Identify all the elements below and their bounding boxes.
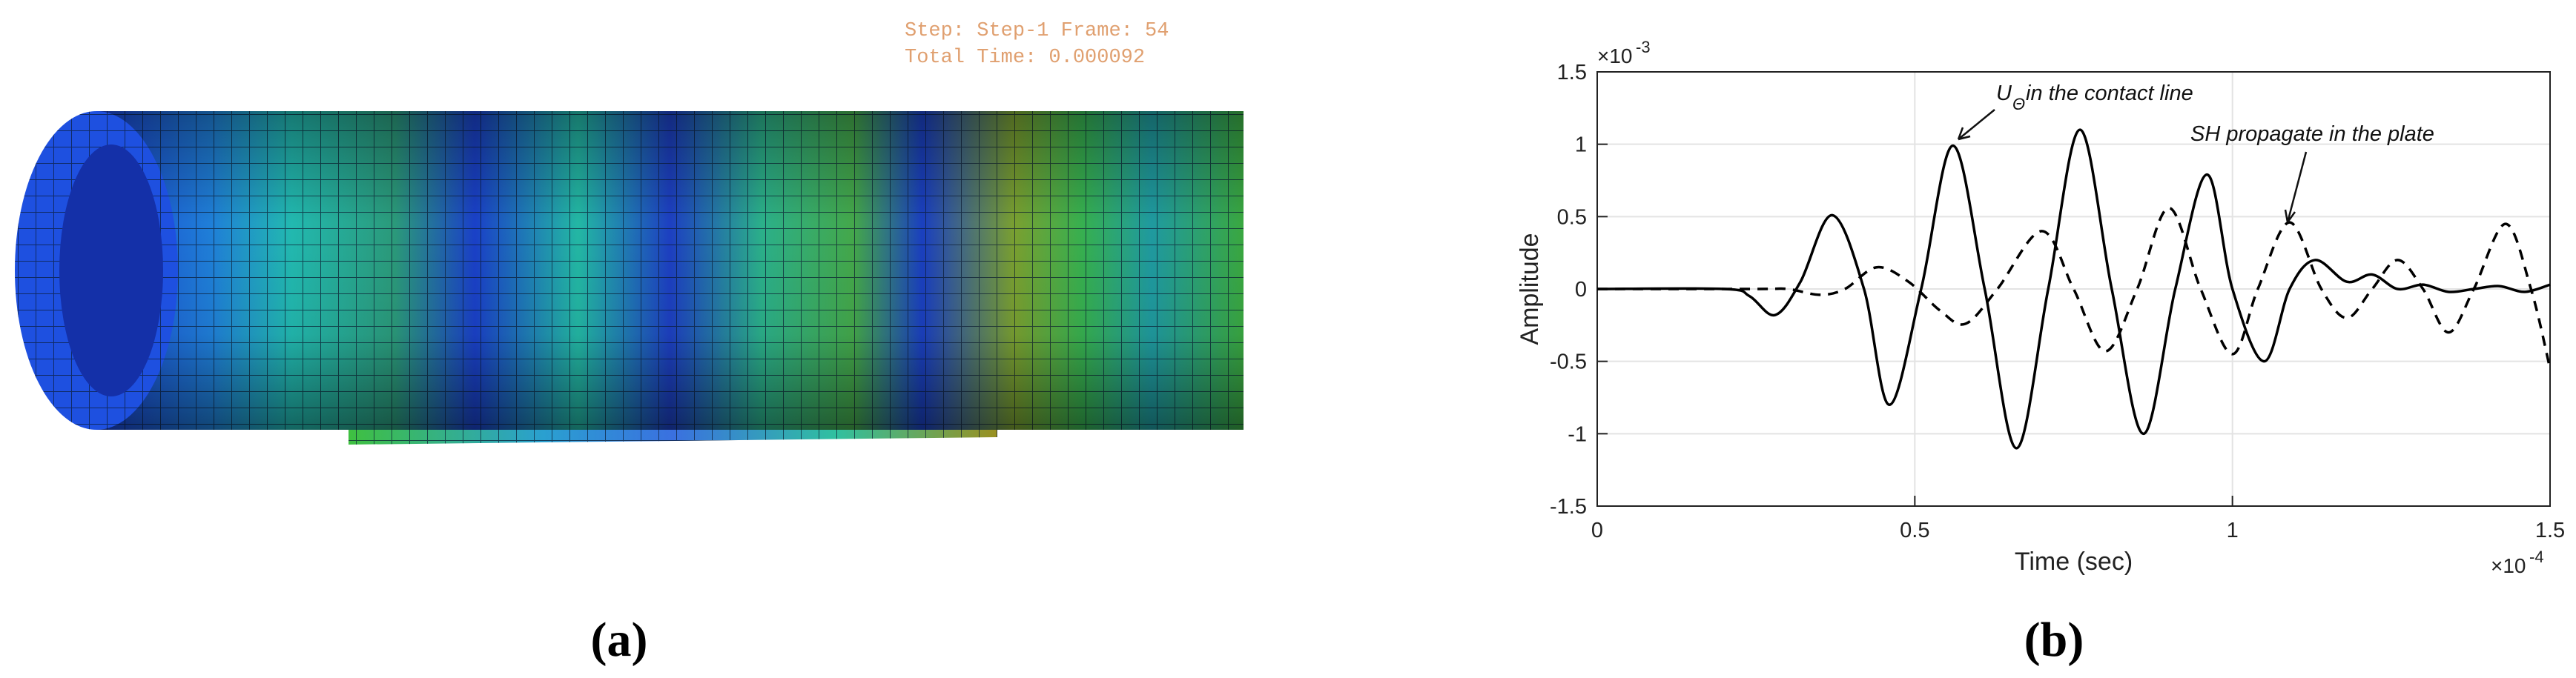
y-tick-label: 1 (1575, 133, 1587, 157)
annotation: U (1996, 82, 2012, 105)
x-tick-label: 1.5 (2535, 519, 2565, 542)
annotation-arrow (1957, 109, 1995, 141)
annotation-arrow (2284, 151, 2308, 223)
x-tick-label: 0.5 (1900, 519, 1929, 542)
multiplier-base: ×10 (1597, 44, 1633, 67)
caption-b: (b) (2024, 613, 2084, 667)
x-tick-label: 0 (1591, 519, 1603, 542)
pipe-shade (96, 111, 1244, 430)
multiplier-base: ×10 (2491, 554, 2526, 577)
pipe-bore (59, 144, 163, 396)
caption-a: (a) (591, 613, 648, 667)
annotation: SH propagate in the plate (2190, 122, 2434, 146)
annotation-subscript: Θ (2012, 95, 2025, 113)
x-axis-label: Time (sec) (2015, 548, 2133, 576)
y-tick-label: -1.5 (1550, 495, 1587, 519)
y-tick-label: 1.5 (1557, 61, 1587, 84)
chart: -1.5 -1 -0.5 0 0.5 1 1.5 0 0.5 1 1.5 Time (sec) Ampl… (1516, 38, 2565, 577)
y-tick-label: 0.5 (1557, 205, 1587, 229)
time-text: Total Time: 0.000092 (905, 47, 1145, 69)
y-tick-label: 0 (1575, 278, 1587, 302)
series-line (1596, 128, 2551, 450)
fem-render: Step: Step-1 Frame: 54 Total Time: 0.000… (15, 20, 1244, 445)
y-tick-label: -0.5 (1550, 350, 1587, 374)
step-text: Step: Step-1 Frame: 54 (905, 20, 1169, 42)
y-tick-label: -1 (1568, 422, 1587, 446)
annotation-rest: in the contact line (2026, 82, 2193, 105)
series-line (1597, 206, 2552, 369)
x-tick-label: 1 (2227, 519, 2239, 542)
multiplier-power: -4 (2529, 548, 2544, 566)
y-axis-label: Amplitude (1516, 233, 1544, 345)
multiplier-power: -3 (1636, 38, 1651, 56)
